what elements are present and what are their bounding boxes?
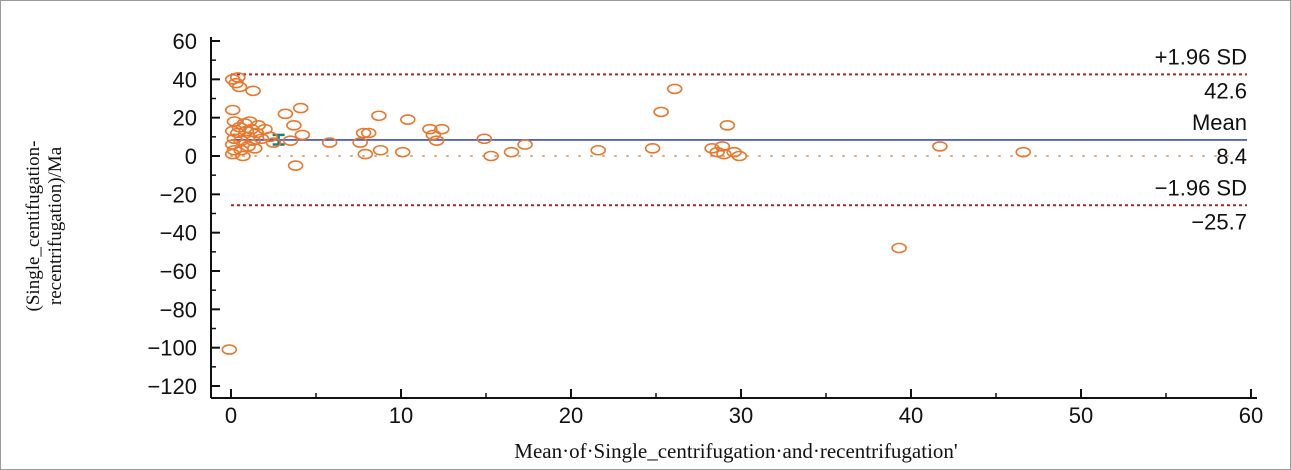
data-point [422,123,438,135]
axes [210,37,1257,399]
x-tick-label: 30 [729,403,753,428]
x-tick-labels: 0 10 20 30 40 50 60 [225,403,1263,428]
y-axis-title-line: (Single_centifugation- [23,141,44,312]
x-tick-label: 10 [389,403,413,428]
data-point [719,120,736,131]
data-point [425,129,442,141]
y-tick-label: 60 [173,29,197,54]
data-point [1015,146,1032,158]
x-tick-label: 20 [559,403,583,428]
x-axis-title: Mean·of·Single_centrifugation·and·recent… [514,439,957,463]
y-axis-title: (Single_centifugation-recentrifugation)/… [23,141,66,312]
data-point [360,127,377,139]
data-point [476,133,493,145]
y-tick-label: −40 [160,221,197,246]
data-point [503,146,520,158]
data-point [399,114,416,125]
data-point [321,137,338,148]
x-tick-label: 0 [225,403,237,428]
data-point [282,135,299,146]
data-point [357,148,374,160]
reference-lines [230,73,1252,207]
data-point [372,144,389,156]
y-tick-label: −100 [147,336,197,361]
ref-line-name: −1.96 SD [1155,175,1247,200]
data-point [287,160,304,171]
data-point [294,129,311,141]
data-point [644,143,661,154]
data-point [714,141,731,152]
data-point [428,135,445,146]
data-point [371,110,387,122]
reference-line-labels: +1.96 SD 42.6 Mean 8.4 −1.96 SD −25.7 [1155,44,1247,234]
data-point [517,139,533,150]
data-point [666,83,683,95]
data-point [235,150,251,162]
data-point [231,81,248,93]
y-axis-title-line: recentrifugation)/Ma [45,146,66,305]
data-point [355,127,372,139]
data-point [224,104,241,116]
ref-line-name: Mean [1192,110,1247,135]
data-point [731,150,748,162]
data-point [932,141,948,152]
x-tick-label: 60 [1239,403,1263,428]
ref-line-value: 8.4 [1216,144,1247,169]
data-point [433,123,450,135]
data-point [483,150,499,162]
data-point [716,148,732,160]
y-tick-label: 20 [173,106,197,131]
y-tick-label: −20 [160,182,197,207]
y-axis-title-text: (Single_centifugation-recentrifugation)/… [23,141,66,312]
x-tick-label: 40 [899,403,923,428]
data-point [245,85,261,97]
ref-line-value: 42.6 [1204,78,1247,103]
data-point [286,120,302,131]
data-point [262,131,278,143]
data-points [221,72,1032,355]
ref-line-name: +1.96 SD [1155,44,1247,69]
y-tick-label: −80 [160,297,197,322]
y-tick-labels: 60 40 20 0 −20 −40 −60 −80 −100 −120 [147,29,197,399]
y-tick-label: 0 [185,144,197,169]
x-tick-label: 50 [1069,403,1093,428]
y-tick-label: 40 [173,67,197,92]
data-point [394,146,411,158]
ref-line-value: −25.7 [1191,209,1247,234]
data-point [891,242,907,254]
data-point [221,344,238,355]
data-point [265,137,282,148]
data-point [653,106,669,118]
data-point [277,108,294,120]
data-point [292,102,309,114]
y-tick-label: −60 [160,259,197,284]
data-point [247,143,263,154]
data-point [352,137,369,148]
y-tick-label: −120 [147,374,197,399]
data-point [590,144,607,156]
